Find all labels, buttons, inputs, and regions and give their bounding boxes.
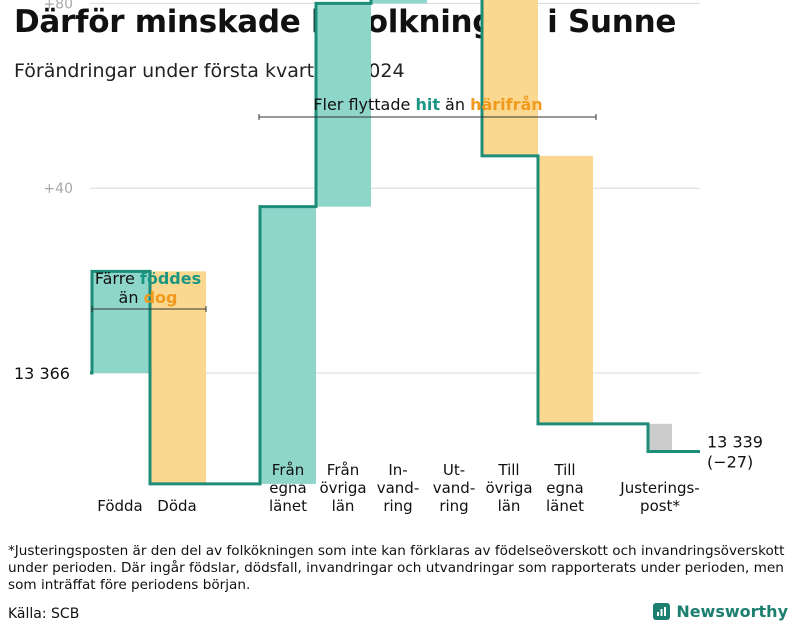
category-label: In-vand-ring [377,461,420,515]
annotation-births-line2: än dog [119,288,178,307]
end-value-label: 13 339 [707,433,763,452]
category-label: Justerings-post* [619,479,699,515]
y-tick-label: +40 [43,181,73,197]
category-label: Till egna länet [546,461,584,515]
category-label: Ut-vand-ring [433,461,476,515]
bar-invandring [371,0,427,4]
newsworthy-icon [653,603,671,620]
bar-justeringspost- [648,423,672,452]
annotation-births-line1: Färre föddes [95,269,201,288]
category-label: Till övriga län [485,461,532,515]
bar-till-egna-länet [538,155,593,424]
bar-från-egna-länet [260,206,316,484]
bar-döda [150,271,206,484]
category-label: Döda [157,497,196,515]
bar-födda [92,271,150,373]
footnote: *Justeringsposten är den del av folkökni… [8,543,785,593]
y-tick-label: +80 [43,0,73,12]
chart-subtitle: Förändringar under första kvartalet 2024 [14,60,405,82]
cumulative-line [90,0,700,486]
category-label: Från egna länet [269,461,307,515]
annotation-migration: Fler flyttade hit än härifrån [313,95,542,114]
brand-name: Newsworthy [676,602,788,621]
brand-logo[interactable]: Newsworthy [653,602,788,621]
bar-från-övriga-län [316,3,371,207]
end-change-label: (−27) [707,453,753,472]
source-label: Källa: SCB [8,606,80,622]
waterfall-chart: +80 +40 13 366 13 339(−27) Födda Döda Från egna… [14,0,763,515]
start-value-label: 13 366 [14,364,70,383]
category-label: Födda [97,497,143,515]
bar-till-övriga-län [482,0,538,156]
category-label: Från övriga län [319,461,366,515]
